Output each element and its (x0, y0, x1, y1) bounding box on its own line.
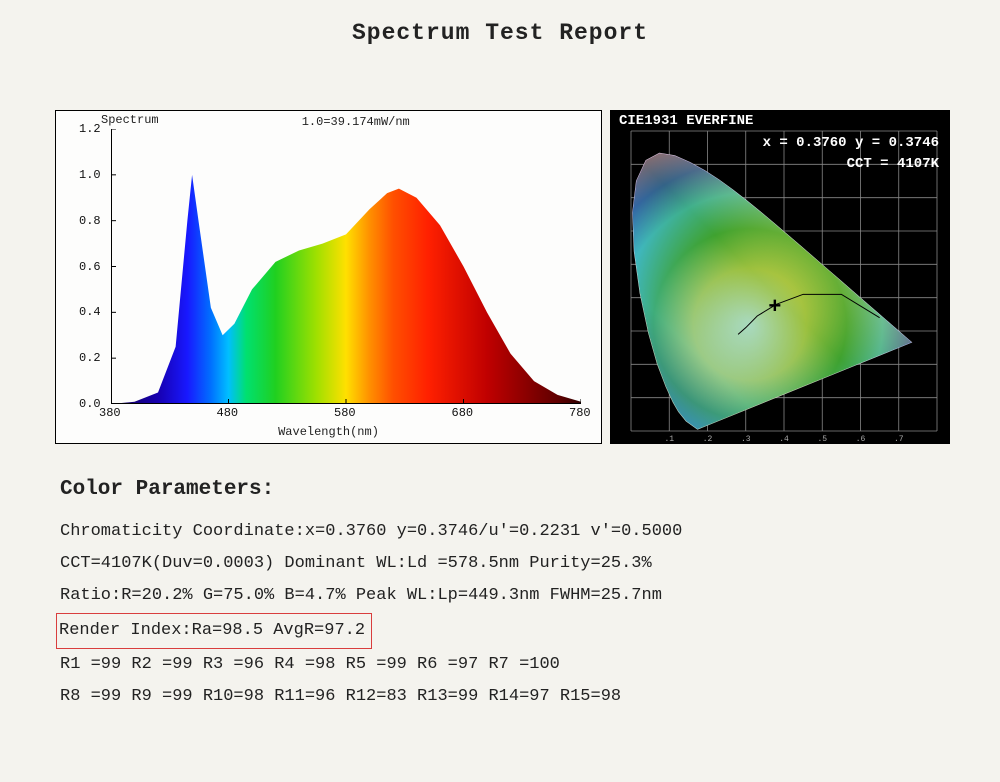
cie-readout: x = 0.3760 y = 0.3746 CCT = 4107K (763, 133, 939, 175)
y-tick-label: 0.2 (79, 351, 101, 365)
spectrum-chart: Spectrum 1.0=39.174mW/nm Wavelength(nm) … (55, 110, 602, 444)
chart-row: Spectrum 1.0=39.174mW/nm Wavelength(nm) … (55, 110, 950, 444)
r8-r15-row: R8 =99 R9 =99 R10=98 R11=96 R12=83 R13=9… (60, 681, 940, 713)
x-tick-label: 380 (99, 406, 121, 420)
color-parameters: Color Parameters: Chromaticity Coordinat… (60, 470, 940, 714)
spectrum-mini-title: Spectrum (101, 113, 159, 127)
svg-text:.4: .4 (779, 435, 789, 443)
svg-text:.5: .5 (817, 435, 827, 443)
cie-chart: CIE1931 EVERFINE x = 0.3760 y = 0.3746 C… (610, 110, 950, 444)
render-index-text: Render Index:Ra=98.5 AvgR=97.2 (59, 621, 365, 640)
x-tick-label: 480 (217, 406, 239, 420)
x-axis-label: Wavelength(nm) (278, 425, 379, 439)
cie-title: CIE1931 EVERFINE (619, 113, 753, 129)
x-axis (111, 403, 581, 404)
cie-cross-marker: + (768, 295, 781, 320)
r1-r7-row: R1 =99 R2 =99 R3 =96 R4 =98 R5 =99 R6 =9… (60, 649, 940, 681)
y-tick-label: 0.0 (79, 397, 101, 411)
params-heading: Color Parameters: (60, 470, 940, 510)
x-tick-label: 780 (569, 406, 591, 420)
params-cct: CCT=4107K(Duv=0.0003) Dominant WL:Ld =57… (60, 548, 940, 580)
cie-cct-line: CCT = 4107K (763, 154, 939, 175)
svg-text:.3: .3 (741, 435, 751, 443)
spectrum-plot-area (111, 129, 581, 404)
y-tick-label: 0.4 (79, 305, 101, 319)
spectrum-svg (111, 129, 581, 404)
report-page: Spectrum Test Report Spectrum 1.0=39.174… (0, 0, 1000, 782)
svg-text:.2: .2 (703, 435, 713, 443)
svg-text:.7: .7 (894, 435, 904, 443)
params-ratio: Ratio:R=20.2% G=75.0% B=4.7% Peak WL:Lp=… (60, 580, 940, 612)
y-tick-label: 1.0 (79, 168, 101, 182)
x-tick-label: 580 (334, 406, 356, 420)
svg-text:.6: .6 (856, 435, 866, 443)
params-chromaticity: Chromaticity Coordinate:x=0.3760 y=0.374… (60, 516, 940, 548)
svg-text:.1: .1 (664, 435, 674, 443)
y-tick-label: 0.8 (79, 214, 101, 228)
y-tick-label: 0.6 (79, 260, 101, 274)
report-title: Spectrum Test Report (0, 0, 1000, 46)
x-tick-label: 680 (452, 406, 474, 420)
y-tick-label: 1.2 (79, 122, 101, 136)
y-axis (111, 129, 112, 404)
cie-xy-line: x = 0.3760 y = 0.3746 (763, 133, 939, 154)
render-index-highlight: Render Index:Ra=98.5 AvgR=97.2 (56, 613, 372, 649)
spectrum-scale-label: 1.0=39.174mW/nm (302, 115, 410, 129)
